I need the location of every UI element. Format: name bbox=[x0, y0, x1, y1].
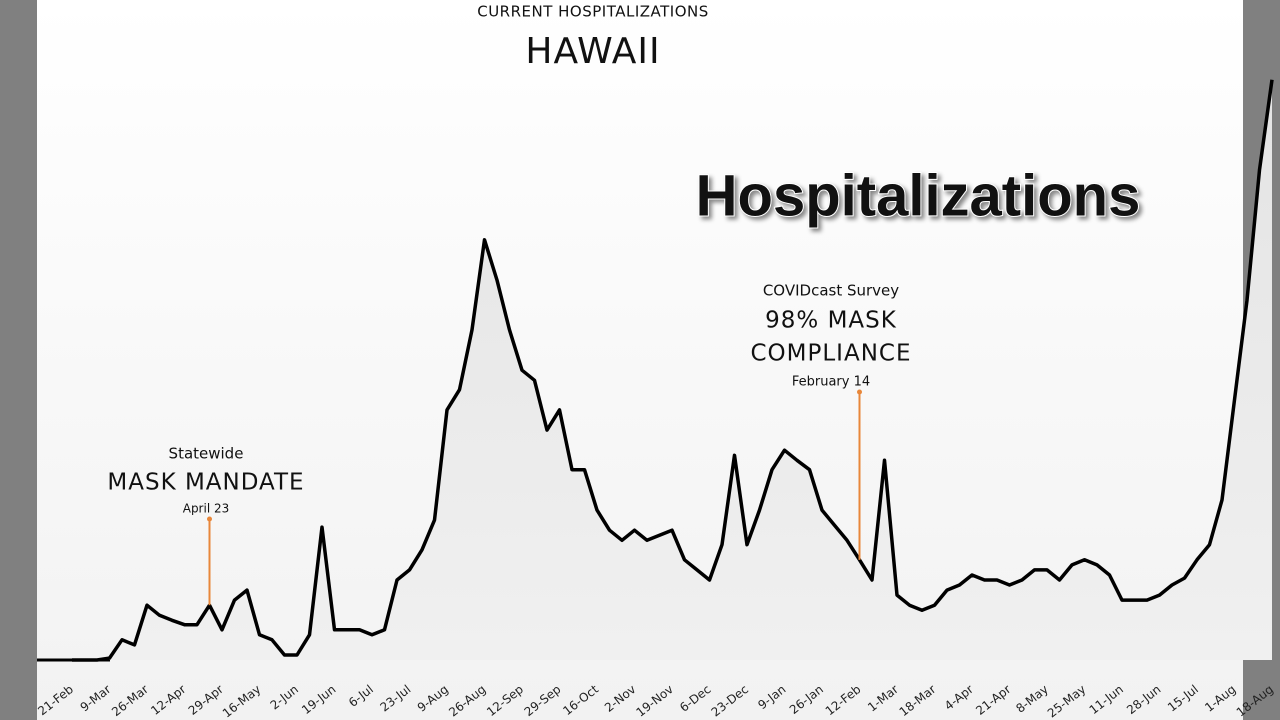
overlay-title: Hospitalizations bbox=[696, 163, 1141, 228]
line bbox=[72, 79, 1274, 662]
annotation-text: April 23 bbox=[183, 502, 230, 516]
annotation-text: February 14 bbox=[792, 375, 870, 390]
annotation-text: Statewide bbox=[169, 445, 244, 463]
annotation-dot bbox=[207, 516, 212, 522]
annotation-text: COMPLIANCE bbox=[750, 341, 911, 367]
chart-supertitle: CURRENT HOSPITALIZATIONS bbox=[477, 3, 709, 21]
annotation-text: 98% MASK bbox=[765, 308, 897, 334]
chart-title: HAWAII bbox=[525, 31, 660, 72]
annotation-text: MASK MANDATE bbox=[107, 470, 304, 496]
area-fill bbox=[72, 79, 1272, 661]
annotation-dot bbox=[857, 389, 862, 395]
annotation-text: COVIDcast Survey bbox=[763, 282, 899, 300]
